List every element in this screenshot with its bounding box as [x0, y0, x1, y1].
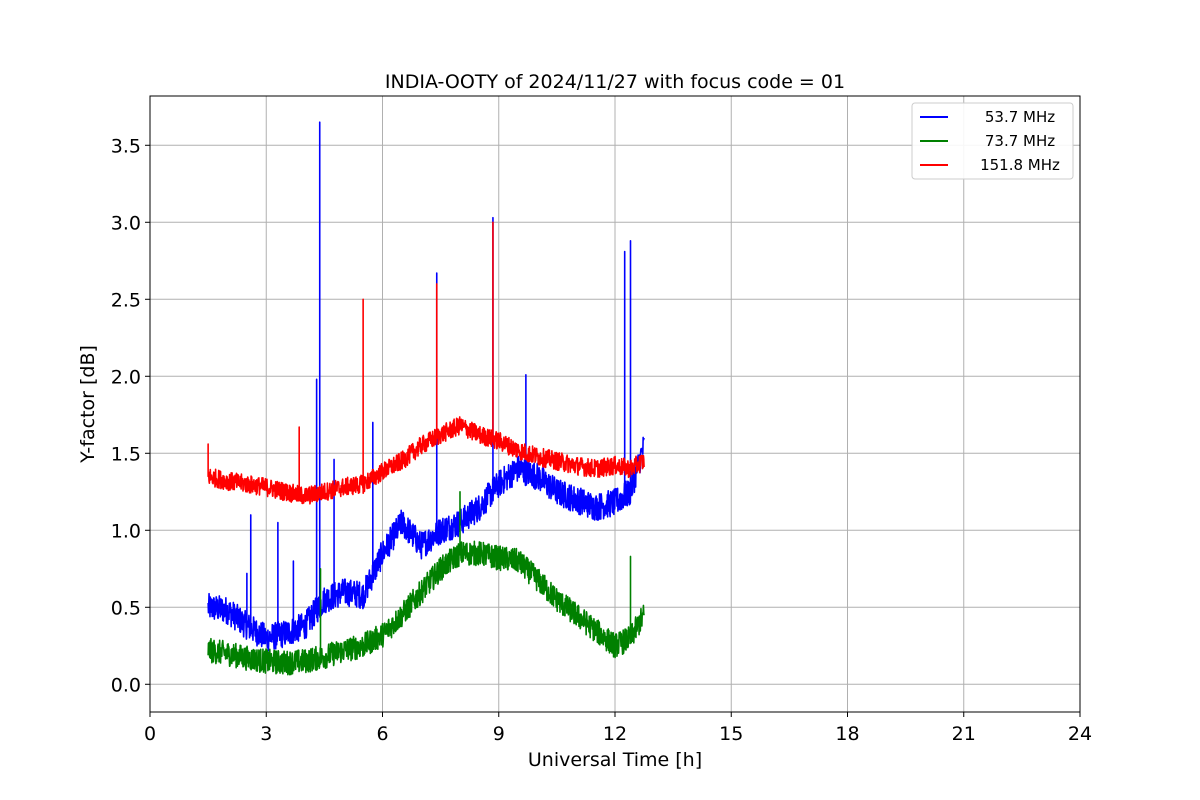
y-tick-label: 2.0 — [111, 366, 141, 388]
legend-box — [911, 102, 1074, 180]
legend: 53.7 MHz 73.7 MHz 151.8 MHz — [911, 102, 1074, 180]
y-tick-label: 1.5 — [111, 443, 141, 465]
series-line-1 — [207, 121, 645, 652]
y-tick-label: 0.0 — [111, 674, 141, 696]
y-tick-label: 3.5 — [111, 135, 141, 157]
y-tick-label: 1.0 — [111, 520, 141, 542]
y-tick-label: 0.5 — [111, 597, 141, 619]
x-tick-label: 24 — [1068, 723, 1092, 745]
series-layer — [207, 121, 645, 676]
y-axis-label: Y-factor [dB] — [77, 345, 99, 464]
legend-label: 53.7 MHz — [985, 108, 1055, 126]
x-tick-label: 15 — [719, 723, 743, 745]
x-axis: 0 3 6 9 12 15 18 21 24 — [144, 712, 1092, 745]
chart-title: INDIA-OOTY of 2024/11/27 with focus code… — [385, 71, 845, 93]
y-tick-label: 3.0 — [111, 212, 141, 234]
x-tick-label: 3 — [260, 723, 272, 745]
x-tick-label: 0 — [144, 723, 156, 745]
x-tick-label: 21 — [952, 723, 976, 745]
x-tick-label: 12 — [603, 723, 627, 745]
legend-label: 151.8 MHz — [980, 156, 1060, 174]
series-line-3 — [207, 221, 645, 505]
y-axis: 0.0 0.5 1.0 1.5 2.0 2.5 3.0 3.5 — [111, 135, 150, 696]
x-tick-label: 9 — [493, 723, 505, 745]
legend-label: 73.7 MHz — [985, 132, 1055, 150]
x-tick-label: 18 — [835, 723, 859, 745]
x-axis-label: Universal Time [h] — [528, 749, 702, 771]
x-tick-label: 6 — [376, 723, 388, 745]
y-tick-label: 2.5 — [111, 289, 141, 311]
series-line-2 — [207, 490, 645, 676]
